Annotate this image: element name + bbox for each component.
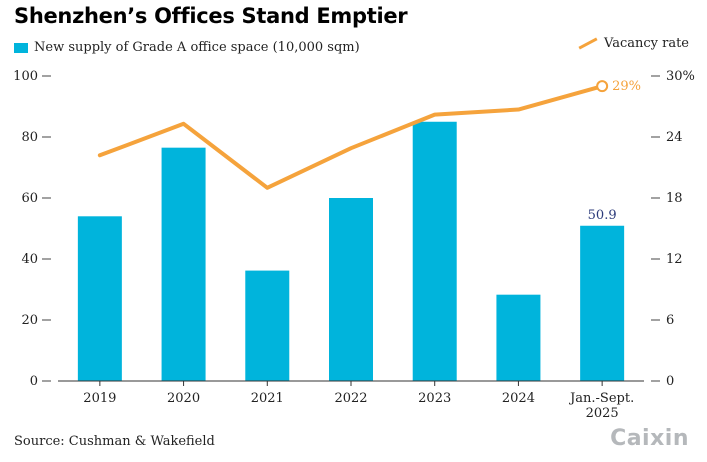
x-tick-label: 2019 bbox=[83, 391, 116, 406]
supply-bar bbox=[580, 225, 625, 381]
supply-bar bbox=[496, 294, 541, 381]
source-note: Source: Cushman & Wakefield bbox=[14, 434, 215, 449]
vacancy-point bbox=[596, 80, 609, 93]
right-tick-label: 18 bbox=[666, 191, 683, 206]
left-tick-label: 20 bbox=[21, 313, 38, 328]
supply-bar bbox=[161, 147, 206, 381]
legend-supply-swatch bbox=[14, 42, 28, 53]
vacancy-line bbox=[97, 84, 605, 190]
legend-vacancy: Vacancy rate bbox=[578, 36, 689, 51]
left-tick-label: 40 bbox=[21, 252, 38, 267]
x-tick-label: 2020 bbox=[167, 391, 200, 406]
legend-supply: New supply of Grade A office space (10,0… bbox=[14, 40, 360, 55]
left-tick-label: 100 bbox=[13, 69, 38, 84]
right-tick-label: 12 bbox=[666, 252, 683, 267]
right-tick-label: 24 bbox=[666, 130, 683, 145]
left-tick-label: 0 bbox=[30, 374, 38, 389]
bar-data-label: 50.9 bbox=[588, 208, 617, 223]
left-tick-label: 80 bbox=[21, 130, 38, 145]
right-tick-label: 6 bbox=[666, 313, 674, 328]
x-tick-label: Jan.-Sept. 2025 bbox=[568, 391, 634, 421]
right-tick-label: 0 bbox=[666, 374, 674, 389]
supply-bar bbox=[77, 216, 122, 381]
left-tick-label: 60 bbox=[21, 191, 38, 206]
x-tick-label: 2021 bbox=[251, 391, 284, 406]
supply-bar bbox=[412, 121, 457, 381]
chart-title: Shenzhen’s Offices Stand Emptier bbox=[14, 4, 408, 28]
legend-vacancy-label: Vacancy rate bbox=[604, 36, 689, 51]
x-tick-label: 2022 bbox=[334, 391, 367, 406]
x-tick-label: 2024 bbox=[502, 391, 535, 406]
supply-bar bbox=[329, 198, 373, 381]
caixin-logo: Caixin bbox=[610, 426, 689, 451]
vacancy-data-label: 29% bbox=[612, 79, 641, 94]
x-tick-label: 2023 bbox=[418, 391, 451, 406]
legend-supply-label: New supply of Grade A office space (10,0… bbox=[34, 40, 360, 55]
right-tick-label: 30% bbox=[666, 69, 695, 84]
supply-bar bbox=[245, 270, 290, 381]
